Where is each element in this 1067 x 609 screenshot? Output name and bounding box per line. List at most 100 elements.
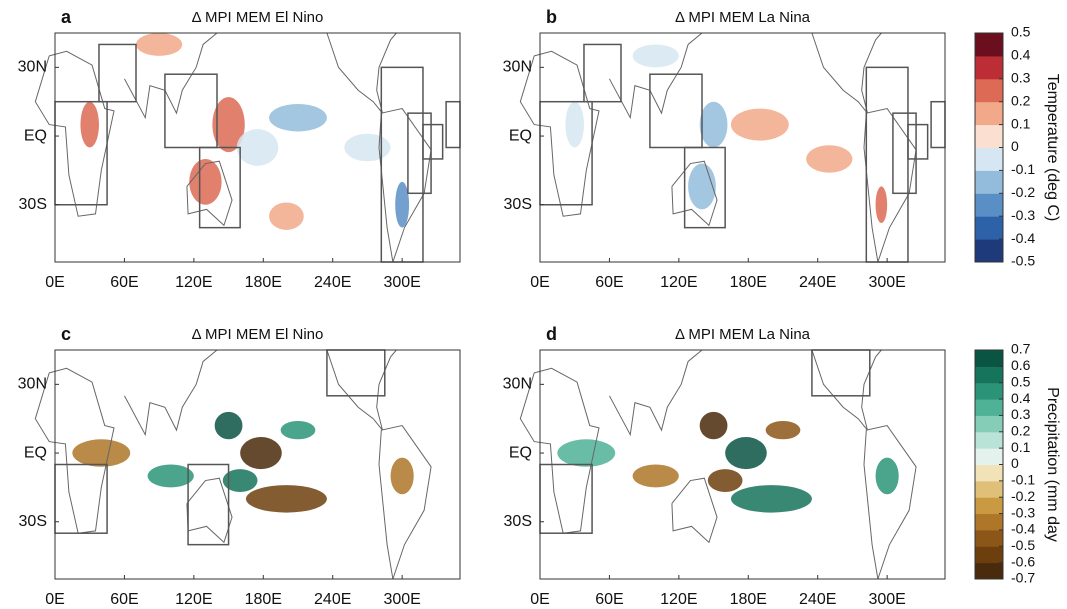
anomaly-region (875, 457, 899, 495)
coastline (326, 349, 397, 431)
map-frame (54, 32, 461, 263)
x-tick-label: 180E (730, 591, 767, 608)
colorbar-tick-label: -0.4 (1011, 230, 1035, 246)
anomaly-region (344, 133, 391, 162)
colorbar-tick-label: -0.5 (1011, 537, 1035, 553)
colorbar-tick-label: 0.1 (1011, 115, 1031, 131)
colorbar-segment (975, 170, 1003, 194)
y-tick-label: 30N (18, 59, 47, 76)
y-tick-label: EQ (24, 444, 47, 461)
y-tick-label: 30S (19, 513, 47, 530)
x-tick-label: 240E (314, 591, 351, 608)
x-tick-label: 120E (660, 274, 697, 291)
panel-title: Δ MPI MEM El Nino (192, 326, 324, 343)
x-tick-label: 240E (799, 274, 836, 291)
x-tick-label: 60E (595, 274, 623, 291)
anomaly-region (222, 469, 258, 492)
anomaly-region (707, 469, 743, 492)
colorbar-segment (975, 431, 1003, 449)
colorbar-tick-label: 0.2 (1011, 422, 1031, 438)
map-panel (519, 349, 946, 580)
colorbar-segment (975, 497, 1003, 515)
coastline (186, 160, 233, 227)
coastline (34, 367, 115, 534)
y-tick-label: 30N (18, 376, 47, 393)
region-box (98, 43, 137, 103)
map-frame (54, 349, 461, 580)
colorbar-tick-label: 0.3 (1011, 70, 1031, 86)
anomaly-region (189, 158, 222, 205)
coastline (378, 425, 432, 580)
x-tick-label: 120E (175, 591, 212, 608)
region-box (422, 123, 444, 160)
anomaly-region (725, 437, 767, 470)
colorbar-tick-label: 0.5 (1011, 373, 1031, 389)
colorbar-tick-label: -0.2 (1011, 488, 1035, 504)
colorbar-tick-label: 0 (1011, 138, 1019, 154)
anomaly-region (806, 145, 853, 173)
panel-letter: c (61, 324, 71, 344)
panel-letter: b (546, 7, 557, 27)
coastline (123, 349, 218, 437)
colorbar-tick-label: 0 (1011, 455, 1019, 471)
colorbar-segment (975, 124, 1003, 148)
anomaly-region (730, 485, 812, 513)
coastline (811, 32, 882, 114)
colorbar-tick-label: 0.6 (1011, 357, 1031, 373)
colorbar-segment (975, 513, 1003, 531)
colorbar-tick-label: -0.4 (1011, 521, 1035, 537)
colorbar-tick-label: 0.3 (1011, 406, 1031, 422)
anomaly-region (632, 44, 679, 68)
anomaly-region (236, 129, 279, 166)
anomaly-region (72, 439, 131, 467)
panel-title: Δ MPI MEM El Nino (192, 9, 324, 26)
colorbar-segment (975, 216, 1003, 240)
colorbar-segment (975, 480, 1003, 498)
anomaly-region (245, 485, 327, 513)
y-tick-label: 30S (504, 513, 532, 530)
anomaly-region (390, 457, 414, 495)
map-panel (34, 32, 461, 263)
colorbar-segment (975, 366, 1003, 384)
colorbar-segment (975, 239, 1003, 263)
colorbar-tick-label: -0.5 (1011, 253, 1035, 269)
x-tick-label: 300E (868, 591, 905, 608)
coastline (671, 160, 718, 227)
colorbar-segment (975, 415, 1003, 433)
region-box (187, 463, 230, 546)
y-tick-label: EQ (24, 127, 47, 144)
x-tick-label: 240E (799, 591, 836, 608)
anomaly-region (730, 108, 789, 141)
x-tick-label: 0E (530, 274, 550, 291)
anomaly-region (214, 411, 243, 440)
colorbar-segment (975, 55, 1003, 80)
anomaly-region (699, 101, 728, 148)
x-tick-label: 0E (45, 591, 65, 608)
coastline (326, 32, 397, 114)
colorbar-segment (975, 448, 1003, 465)
x-tick-label: 300E (383, 591, 420, 608)
colorbar-segment (975, 193, 1003, 217)
panel-title: Δ MPI MEM La Nina (675, 9, 811, 26)
x-tick-label: 240E (314, 274, 351, 291)
coastline (608, 32, 703, 120)
colorbar-tick-label: 0.7 (1011, 341, 1031, 357)
region-box (164, 73, 218, 149)
colorbar-tick-label: -0.3 (1011, 504, 1035, 520)
anomaly-region (269, 202, 304, 230)
colorbar-tick-label: -0.3 (1011, 207, 1035, 223)
coastline (34, 50, 115, 217)
x-tick-label: 60E (595, 591, 623, 608)
region-box (892, 112, 917, 195)
region-box (907, 123, 929, 160)
colorbar-segment (975, 546, 1003, 564)
colorbar-label: Precipitation (mm day (1044, 387, 1061, 542)
coastline (863, 425, 917, 580)
colorbar-tick-label: 0.1 (1011, 439, 1031, 455)
anomaly-region (136, 33, 183, 56)
x-tick-label: 60E (110, 274, 138, 291)
colorbar-segment (975, 101, 1003, 126)
colorbar-segment (975, 78, 1003, 103)
anomaly-region (688, 163, 716, 210)
colorbar-tick-label: -0.1 (1011, 472, 1035, 488)
